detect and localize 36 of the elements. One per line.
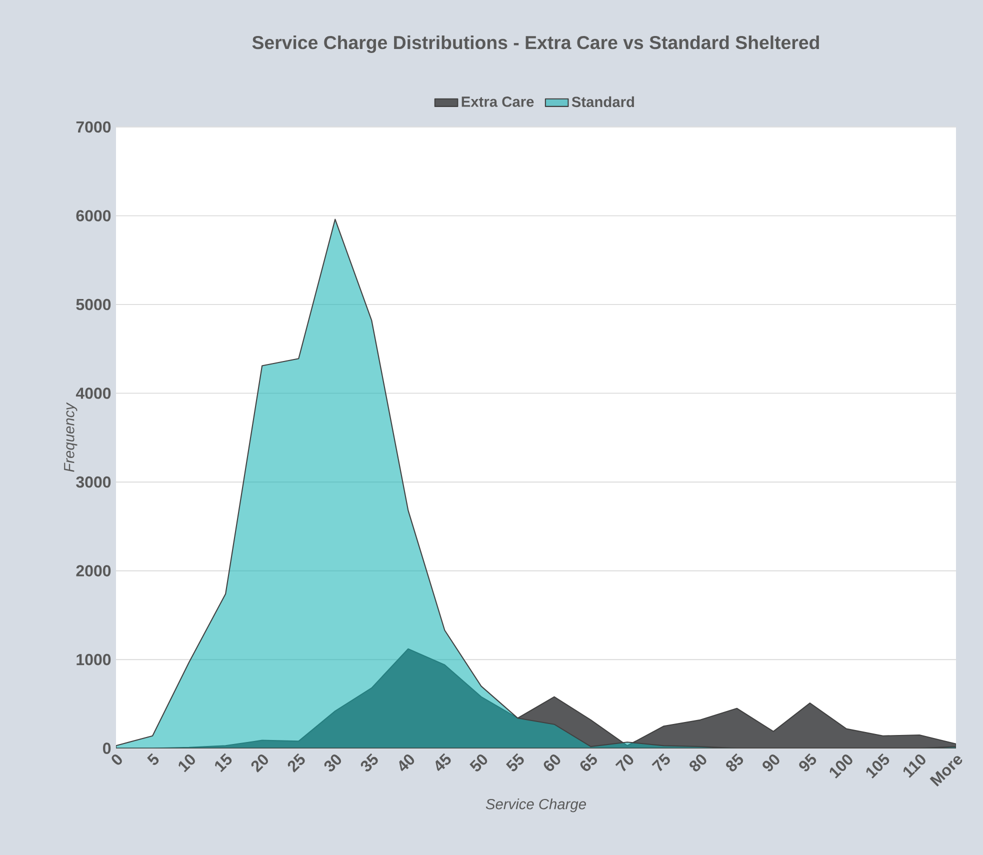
- x-tick-label: 50: [470, 754, 488, 772]
- x-tick-label: 30: [324, 754, 342, 772]
- x-tick-label: 20: [251, 754, 268, 773]
- x-tick-label: 55: [506, 753, 524, 772]
- legend-label: Extra Care: [462, 96, 534, 107]
- x-tick-label: 65: [580, 753, 597, 771]
- x-tick-label: 40: [399, 754, 414, 772]
- x-tick-label: 90: [762, 754, 780, 772]
- x-tick-label: 0: [112, 754, 122, 765]
- legend-label: Standard: [572, 96, 634, 108]
- x-axis-title: Service Charge: [486, 798, 586, 812]
- y-tick-label: 0: [103, 742, 111, 754]
- x-tick-label: 100: [830, 754, 852, 779]
- x-tick-label: 60: [544, 754, 560, 771]
- x-tick-label: 80: [690, 754, 706, 772]
- y-tick-label: 7000: [76, 121, 111, 133]
- x-tick-label: 15: [215, 753, 232, 772]
- x-tick-label: 35: [360, 753, 378, 772]
- y-tick-label: 4000: [76, 388, 111, 399]
- y-tick-label: 3000: [76, 476, 111, 488]
- x-tick-label: 110: [903, 754, 926, 778]
- y-tick-label: 2000: [76, 565, 111, 576]
- x-tick-label: 75: [652, 753, 670, 772]
- y-tick-label: 5000: [76, 298, 111, 310]
- x-tick-label: 105: [866, 753, 890, 779]
- y-axis-title: Frequency: [64, 402, 78, 472]
- x-tick-label: 85: [726, 753, 744, 772]
- y-tick-label: 6000: [76, 210, 111, 222]
- y-tick-label: 1000: [76, 654, 111, 666]
- x-tick-label: 45: [436, 753, 451, 772]
- x-tick-label: 25: [288, 753, 305, 773]
- x-tick-label: 70: [615, 754, 634, 772]
- x-tick-label: 95: [799, 753, 816, 772]
- chart-title: Service Charge Distributions - Extra Care vs Standard Sheltered: [252, 35, 819, 53]
- x-tick-label: 10: [178, 754, 195, 772]
- x-tick-label: 5: [147, 753, 159, 765]
